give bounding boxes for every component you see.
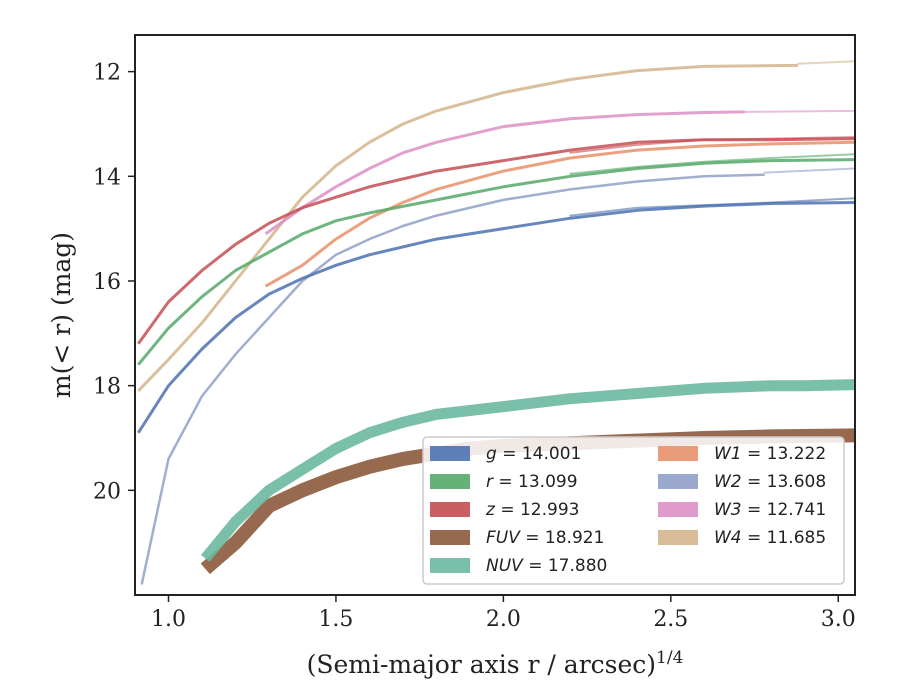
- legend-value-w4: = 11.685: [742, 528, 827, 548]
- y-axis: 12 14 16 18 20: [93, 61, 135, 504]
- legend-band-z: z: [485, 500, 496, 520]
- x-tick-label: 1.5: [318, 607, 353, 632]
- x-axis-label-text: (Semi-major axis r / arcsec): [307, 650, 656, 679]
- curve-nuv: [201, 379, 855, 562]
- legend-swatch-w4: [658, 530, 698, 545]
- legend-swatch-w3: [658, 502, 698, 517]
- legend-band-g: g: [486, 444, 497, 464]
- x-tick-label: 1.0: [151, 607, 186, 632]
- curve-w3: [264, 110, 745, 236]
- legend-band-w2: W2: [714, 472, 742, 492]
- legend-band-r: r: [486, 472, 494, 492]
- x-axis-label-exponent: 1/4: [656, 648, 683, 668]
- legend-swatch-g: [430, 446, 470, 461]
- legend-label-z: z = 12.993: [485, 500, 579, 520]
- legend-value-w2: = 13.608: [742, 472, 827, 492]
- legend-value-r: = 13.099: [493, 472, 578, 492]
- x-tick-label: 2.5: [653, 607, 688, 632]
- legend-label-g: g = 14.001: [486, 444, 581, 464]
- legend-band-w1: W1: [714, 444, 742, 464]
- y-tick-label: 16: [93, 270, 121, 295]
- x-axis-label: (Semi-major axis r / arcsec)1/4: [307, 648, 684, 679]
- legend-value-w1: = 13.222: [742, 444, 827, 464]
- legend-value-fuv: = 18.921: [520, 528, 605, 548]
- legend-value-nuv: = 17.880: [523, 556, 608, 576]
- legend-swatch-fuv: [430, 530, 470, 545]
- legend-band-w3: W3: [714, 500, 742, 520]
- legend-value-g: = 14.001: [497, 444, 582, 464]
- legend-value-z: = 12.993: [495, 500, 580, 520]
- legend-label-w1: W1 = 13.222: [714, 444, 826, 464]
- legend-band-w4: W4: [714, 528, 742, 548]
- legend-label-w4: W4 = 11.685: [714, 528, 826, 548]
- x-tick-label: 3.0: [821, 607, 856, 632]
- legend-label-nuv: NUV = 17.880: [486, 556, 607, 576]
- curve-w3-extension: [743, 109, 855, 113]
- legend-swatch-nuv: [430, 558, 470, 573]
- x-axis: 1.0 1.5 2.0 2.5 3.0: [151, 595, 856, 632]
- legend-swatch-z: [430, 502, 470, 517]
- legend-label-r: r = 13.099: [486, 472, 578, 492]
- legend-label-w3: W3 = 12.741: [714, 500, 826, 520]
- legend-band-fuv: FUV: [486, 528, 521, 548]
- curve-w2: [140, 173, 765, 585]
- curve-z: [137, 137, 855, 345]
- y-tick-label: 20: [93, 479, 121, 504]
- legend-swatch-w1: [658, 446, 698, 461]
- y-tick-label: 18: [93, 375, 121, 400]
- legend-swatch-w2: [658, 474, 698, 489]
- curve-g: [137, 201, 855, 434]
- x-tick-label: 2.0: [486, 607, 521, 632]
- plot-frame: [134, 34, 856, 596]
- legend-box: [422, 436, 845, 585]
- y-tick-label: 12: [93, 61, 121, 86]
- y-tick-label: 14: [93, 165, 121, 190]
- legend-band-nuv: NUV: [486, 556, 524, 576]
- legend-value-w3: = 12.741: [742, 500, 827, 520]
- y-axis-label: m(< r) (mag): [47, 232, 76, 398]
- curve-w1: [264, 140, 855, 288]
- curve-w2-extension: [763, 167, 855, 174]
- curve-w4-extension: [797, 60, 855, 65]
- legend-swatch-r: [430, 474, 470, 489]
- curve-r: [137, 158, 855, 366]
- curve-w4: [137, 63, 799, 392]
- legend-label-w2: W2 = 13.608: [714, 472, 826, 492]
- legend-label-fuv: FUV = 18.921: [486, 528, 604, 548]
